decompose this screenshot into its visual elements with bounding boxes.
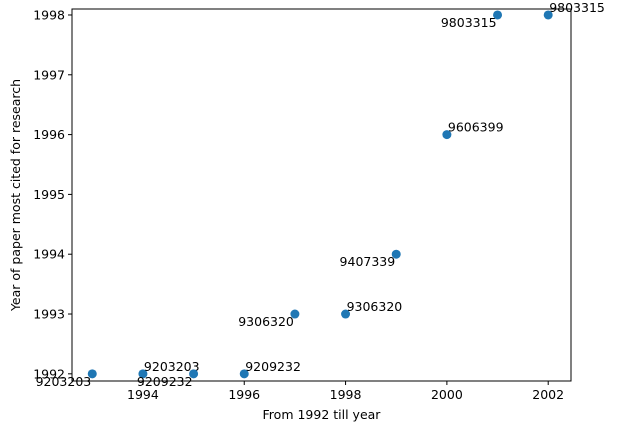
scatter-point <box>189 369 199 379</box>
point-label: 9407339 <box>340 254 396 269</box>
plot-area: 9203203920320392092329209232930632093063… <box>36 0 605 389</box>
point-label: 9306320 <box>347 299 403 314</box>
point-label: 9803315 <box>441 15 497 30</box>
y-tick-label: 1994 <box>33 247 65 262</box>
y-tick-label: 1997 <box>33 67 65 82</box>
scatter-point <box>493 10 503 20</box>
scatter-point <box>290 309 300 319</box>
y-tick-label: 1996 <box>33 127 65 142</box>
scatter-point <box>543 10 553 20</box>
point-label: 9306320 <box>238 314 294 329</box>
y-axis-label: Year of paper most cited for research <box>8 79 23 312</box>
plot-frame <box>71 8 572 382</box>
scatter-point <box>239 369 249 379</box>
y-axis: 1992 1993 1994 1995 1996 1997 1998 <box>33 7 72 381</box>
x-axis: 1994 1996 1998 2000 2002 <box>127 381 564 402</box>
point-label: 9203203 <box>36 374 92 389</box>
point-label: 9606399 <box>448 120 504 135</box>
x-axis-label: From 1992 till year <box>263 407 382 422</box>
scatter-point <box>341 309 351 319</box>
x-tick-label: 1994 <box>127 387 159 402</box>
scatter-point <box>442 130 452 140</box>
x-tick-label: 2002 <box>532 387 564 402</box>
x-tick-label: 1998 <box>330 387 362 402</box>
x-tick-label: 1996 <box>228 387 260 402</box>
y-tick-label: 1993 <box>33 307 65 322</box>
y-tick-label: 1998 <box>33 7 65 22</box>
y-tick-label: 1992 <box>33 366 65 381</box>
point-label: 9803315 <box>549 0 605 15</box>
point-label: 9203203 <box>144 359 200 374</box>
x-tick-label: 2000 <box>431 387 463 402</box>
y-tick-label: 1995 <box>33 187 65 202</box>
scatter-point <box>138 369 148 379</box>
scatter-point <box>87 369 97 379</box>
point-label: 9209232 <box>245 359 301 374</box>
scatter-point <box>391 249 401 259</box>
